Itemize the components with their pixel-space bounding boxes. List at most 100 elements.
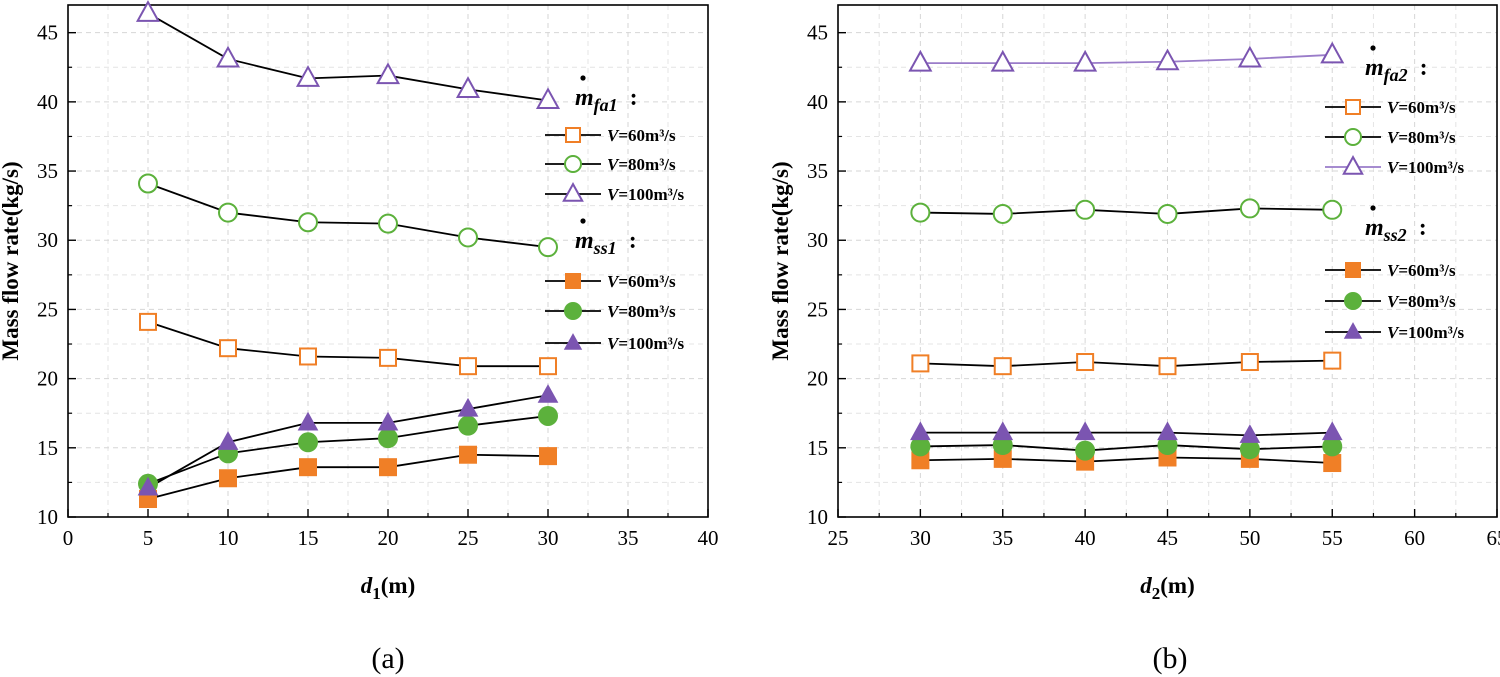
data-point-ss2-2 xyxy=(1074,421,1096,441)
series-line-fa2-0 xyxy=(920,359,1333,368)
panel-label: (a) xyxy=(371,642,404,675)
x-tick-label: 45 xyxy=(1157,526,1178,550)
legend-label-value: =80m³/s xyxy=(1398,128,1456,147)
y-tick-label: 45 xyxy=(807,21,828,45)
legend-label-var: V xyxy=(1387,158,1400,177)
legend-label-value: =60m³/s xyxy=(618,126,676,145)
x-axis-label: d2(m) xyxy=(1140,573,1194,603)
legend-title-ss1: mss1 : xyxy=(575,228,637,258)
legend-label-value: =60m³/s xyxy=(618,272,676,291)
legend-marker xyxy=(563,333,583,350)
legend-label-fa2-0: V=60m³/s xyxy=(1387,98,1456,117)
legend-marker xyxy=(564,155,582,173)
series-layer xyxy=(908,41,1345,473)
series-line-fa1-1 xyxy=(147,182,549,249)
legend-marker xyxy=(564,302,582,320)
legend-label-var: V xyxy=(607,334,620,353)
legend-title-sub: fa1 xyxy=(594,95,618,115)
data-point-ss1-1 xyxy=(378,428,398,449)
y-tick-label: 20 xyxy=(37,367,58,391)
y-tick-label: 45 xyxy=(37,21,58,45)
x-tick-label: 30 xyxy=(538,526,559,550)
data-point-ss1-2 xyxy=(137,476,159,496)
data-point-ss2-2 xyxy=(1157,421,1178,441)
data-point-fa2-1 xyxy=(1239,198,1260,219)
data-point-fa2-1 xyxy=(1075,199,1096,220)
data-point-fa1-1 xyxy=(218,202,238,223)
legend-marker xyxy=(1344,128,1362,146)
y-tick-label: 30 xyxy=(37,228,58,252)
data-point-ss1-0 xyxy=(219,469,237,488)
y-tick-label: 35 xyxy=(807,159,828,183)
y-tick-label: 35 xyxy=(37,159,58,183)
data-point-ss1-2 xyxy=(297,411,319,431)
data-point-fa2-1 xyxy=(1322,199,1343,220)
legend-marker xyxy=(1342,155,1364,175)
series-line-fa2-2 xyxy=(920,53,1333,65)
legend-label-var: V xyxy=(607,126,620,145)
legend-title-sub: ss2 xyxy=(1383,225,1407,245)
x-tick-label: 30 xyxy=(910,526,931,550)
data-point-fa2-0 xyxy=(1076,353,1095,372)
data-point-fa1-2 xyxy=(135,0,161,22)
legend-label-ss2-1: V=80m³/s xyxy=(1387,292,1456,311)
x-tick-label: 55 xyxy=(1322,526,1343,550)
series-line-ss2-1 xyxy=(920,444,1333,452)
y-tick-label: 25 xyxy=(37,297,58,321)
x-tick-label: 0 xyxy=(63,526,74,550)
data-point-fa1-2 xyxy=(295,65,321,87)
legend-label-var: V xyxy=(607,272,620,291)
legend-title-suffix: : xyxy=(623,228,637,254)
series-line-ss2-0 xyxy=(920,456,1333,464)
legend-label-fa1-1: V=80m³/s xyxy=(607,155,676,174)
x-tick-label: 40 xyxy=(698,526,719,550)
x-tick-label: 20 xyxy=(378,526,399,550)
legend-title-suffix: : xyxy=(624,85,638,111)
legend-title-ss2: mss2 : xyxy=(1365,215,1427,245)
legend-title-sub: ss1 xyxy=(593,238,617,258)
x-tick-label: 35 xyxy=(618,526,639,550)
legend-title-main: m xyxy=(575,85,594,111)
y-tick-label: 15 xyxy=(807,436,828,460)
y-tick-label: 20 xyxy=(807,367,828,391)
y-tick-label: 30 xyxy=(807,228,828,252)
y-tick-label: 40 xyxy=(37,90,58,114)
data-point-fa2-1 xyxy=(910,202,931,223)
x-axis-label-unit: (m) xyxy=(381,573,415,598)
data-point-ss1-2 xyxy=(537,384,559,403)
legend-marker xyxy=(565,127,581,143)
y-axis-label: Mass flow rate(kg/s) xyxy=(768,161,793,360)
x-tick-label: 25 xyxy=(828,526,849,550)
x-axis-label-sub: 2 xyxy=(1152,584,1161,603)
legend-label-var: V xyxy=(1387,128,1400,147)
x-tick-label: 15 xyxy=(298,526,319,550)
legend-title-fa1: mfa1 : xyxy=(575,85,638,115)
legend-label-ss1-0: V=60m³/s xyxy=(607,272,676,291)
series-line-fa1-2 xyxy=(147,12,549,102)
data-point-fa1-2 xyxy=(535,87,561,110)
data-point-fa1-0 xyxy=(459,357,477,376)
data-point-ss2-0 xyxy=(1323,454,1342,473)
series-line-ss1-2 xyxy=(147,394,549,489)
legend-label-value: =80m³/s xyxy=(618,155,676,174)
ticks: 0 5 10 15 20 25 30 35 40 10 15 20 25 30 35 40 45 xyxy=(37,21,719,550)
legend-label-var: V xyxy=(607,302,620,321)
data-point-ss2-1 xyxy=(1322,436,1343,457)
legend-label-ss1-2: V=100m³/s xyxy=(607,334,685,353)
data-point-fa2-0 xyxy=(911,354,930,373)
legend-label-fa2-1: V=80m³/s xyxy=(1387,128,1456,147)
y-tick-label: 25 xyxy=(807,297,828,321)
x-axis-label-main: d xyxy=(1140,573,1152,598)
legend-marker xyxy=(1344,292,1362,310)
legend-label-var: V xyxy=(607,155,620,174)
legend-title-sub: fa2 xyxy=(1384,65,1408,85)
data-point-fa1-1 xyxy=(538,237,558,258)
legend-title-dot xyxy=(1370,205,1376,211)
legend-label-var: V xyxy=(607,185,620,204)
data-point-fa2-0 xyxy=(993,357,1012,376)
data-point-fa1-0 xyxy=(299,347,317,366)
data-point-ss1-1 xyxy=(298,432,318,453)
data-point-fa2-0 xyxy=(1158,357,1177,376)
data-point-ss1-1 xyxy=(458,415,478,436)
